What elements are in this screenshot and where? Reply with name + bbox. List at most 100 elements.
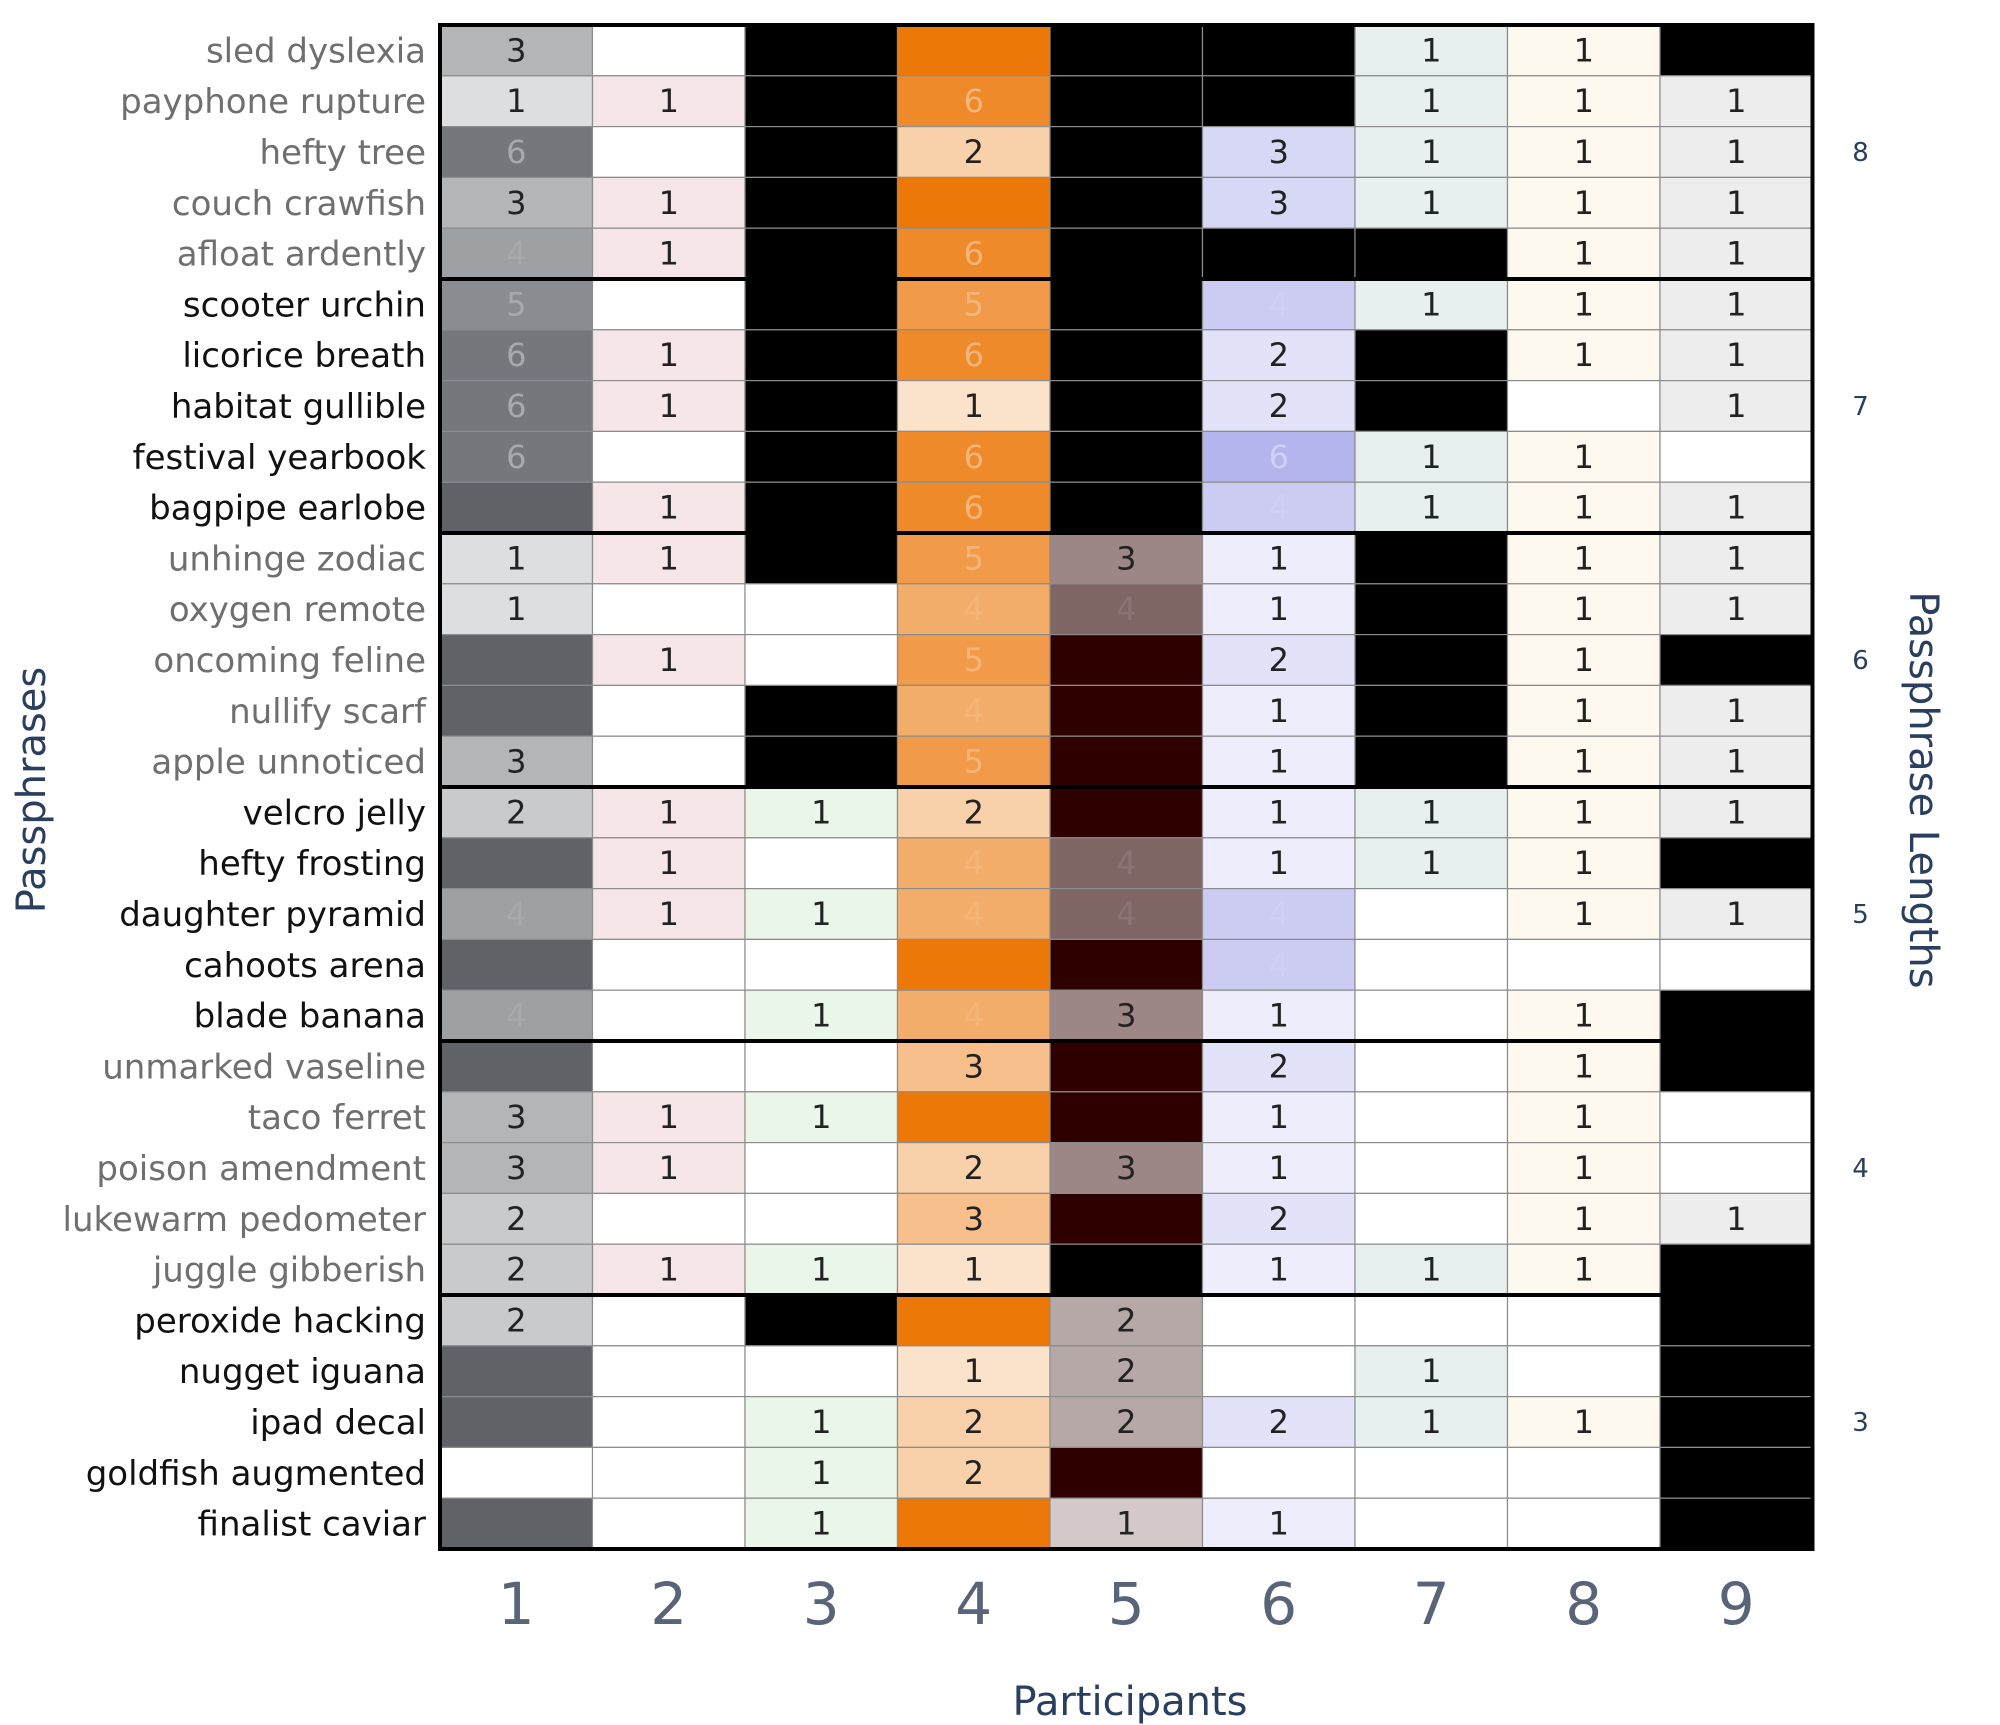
cell-value-label: 1 <box>1421 793 1441 831</box>
participant-tick-label: 5 <box>1108 1570 1145 1638</box>
heatmap-cell <box>439 887 594 940</box>
cell-value-label: 1 <box>1726 489 1746 527</box>
cell-value-label: 1 <box>506 590 526 628</box>
cell-value-label: 6 <box>506 133 526 171</box>
cell-value-label: 6 <box>506 438 526 476</box>
passphrase-label: oxygen remote <box>169 590 426 630</box>
cell-value-label: 1 <box>1269 1149 1289 1187</box>
cell-value-label: 1 <box>811 793 831 831</box>
heatmap-cell <box>1201 938 1356 991</box>
cell-value-label: 1 <box>1269 1505 1289 1543</box>
passphrase-label: oncoming feline <box>153 641 426 681</box>
heatmap-cell <box>1354 989 1509 1042</box>
heatmap-cell <box>439 1294 594 1347</box>
heatmap-cell <box>1201 837 1356 890</box>
heatmap-cell <box>1506 1395 1661 1448</box>
cell-value-label: 4 <box>1116 590 1136 628</box>
cell-value-label: 4 <box>964 844 984 882</box>
cell-value-label: 1 <box>659 235 679 273</box>
heatmap-cell <box>1506 532 1661 585</box>
heatmap-cell <box>744 24 899 77</box>
cell-value-label: 1 <box>811 1098 831 1136</box>
heatmap-cell <box>1354 329 1509 382</box>
heatmap-cell <box>1659 1243 1814 1296</box>
cell-value-label: 4 <box>1269 895 1289 933</box>
cell-value-label: 1 <box>1574 489 1594 527</box>
heatmap-cell <box>591 1243 746 1296</box>
heatmap-cell <box>439 380 594 433</box>
heatmap-cell <box>1049 633 1204 686</box>
cell-value-label: 2 <box>1116 1301 1136 1339</box>
heatmap-cell <box>1659 1141 1814 1194</box>
heatmap-cell <box>1659 1345 1814 1398</box>
heatmap-cell <box>744 380 899 433</box>
cell-value-label: 1 <box>1269 539 1289 577</box>
passphrase-label: taco ferret <box>248 1098 426 1138</box>
cell-value-label: 1 <box>1421 844 1441 882</box>
heatmap-cell <box>1201 1345 1356 1398</box>
heatmap-cell <box>896 481 1051 534</box>
cell-value-label: 1 <box>659 336 679 374</box>
heatmap-cell <box>744 684 899 737</box>
cell-value-label: 1 <box>1574 895 1594 933</box>
passphrase-label: scooter urchin <box>183 285 426 325</box>
heatmap-cell <box>744 1040 899 1093</box>
cell-value-label: 2 <box>1269 1200 1289 1238</box>
heatmap-cell <box>1201 1395 1356 1448</box>
cell-value-label: 2 <box>1116 1352 1136 1390</box>
cell-value-label: 1 <box>1269 743 1289 781</box>
heatmap-cell <box>1049 786 1204 839</box>
cell-value-labels: 3 1 11 1 6 1 1 16 2 3 1 1 13 1 3 1 1 14 1 6 1 15 5 4 1 1 16 1 6 2 1 16 1… <box>506 31 1746 1542</box>
heatmap-cell <box>1201 1243 1356 1296</box>
heatmap-cell <box>896 1497 1051 1550</box>
heatmap-cell <box>896 786 1051 839</box>
heatmap-cell <box>439 1243 594 1296</box>
heatmap-cell <box>1354 583 1509 636</box>
heatmap-cell <box>1354 684 1509 737</box>
heatmap-cell <box>1659 125 1814 178</box>
cell-value-label: 1 <box>1726 235 1746 273</box>
heatmap-cell <box>439 75 594 128</box>
heatmap-cell <box>744 735 899 788</box>
cell-value-label: 1 <box>811 1251 831 1289</box>
heatmap-cell <box>1201 227 1356 280</box>
cell-value-label: 1 <box>811 1505 831 1543</box>
passphrase-label: payphone rupture <box>120 82 426 122</box>
passphrase-label: daughter pyramid <box>119 895 426 935</box>
heatmap-cell <box>439 1141 594 1194</box>
cell-value-label: 1 <box>1726 336 1746 374</box>
heatmap-cell <box>439 837 594 890</box>
heatmap-cell <box>1354 837 1509 890</box>
heatmap-cell <box>896 684 1051 737</box>
heatmap-cells <box>439 24 1814 1550</box>
participant-tick-label: 6 <box>1260 1570 1297 1638</box>
cell-value-label: 1 <box>659 489 679 527</box>
passphrase-label: cahoots arena <box>184 946 426 986</box>
cell-value-label: 1 <box>1726 793 1746 831</box>
heatmap-cell <box>1049 278 1204 331</box>
cell-value-label: 4 <box>506 895 526 933</box>
cell-value-label: 2 <box>1269 387 1289 425</box>
heatmap-cell <box>1659 1192 1814 1245</box>
heatmap-cell <box>1201 735 1356 788</box>
cell-value-label: 1 <box>1574 1251 1594 1289</box>
heatmap-cell <box>1201 75 1356 128</box>
cell-value-label: 6 <box>964 235 984 273</box>
heatmap-cell <box>439 430 594 483</box>
heatmap-cell <box>1659 1294 1814 1347</box>
cell-value-label: 5 <box>506 285 526 323</box>
cell-value-label: 1 <box>1726 133 1746 171</box>
passphrase-label: afloat ardently <box>177 235 426 275</box>
cell-value-label: 2 <box>964 1454 984 1492</box>
heatmap-cell <box>896 583 1051 636</box>
heatmap-cell <box>591 1345 746 1398</box>
heatmap-cell <box>1659 938 1814 991</box>
x-axis-title: Participants <box>1013 1679 1248 1725</box>
heatmap-cell <box>1354 227 1509 280</box>
cell-value-label: 1 <box>659 793 679 831</box>
heatmap-cell <box>744 430 899 483</box>
cell-value-label: 1 <box>1269 1251 1289 1289</box>
heatmap-cell <box>1659 633 1814 686</box>
cell-value-label: 1 <box>1726 692 1746 730</box>
heatmap-cell <box>896 938 1051 991</box>
